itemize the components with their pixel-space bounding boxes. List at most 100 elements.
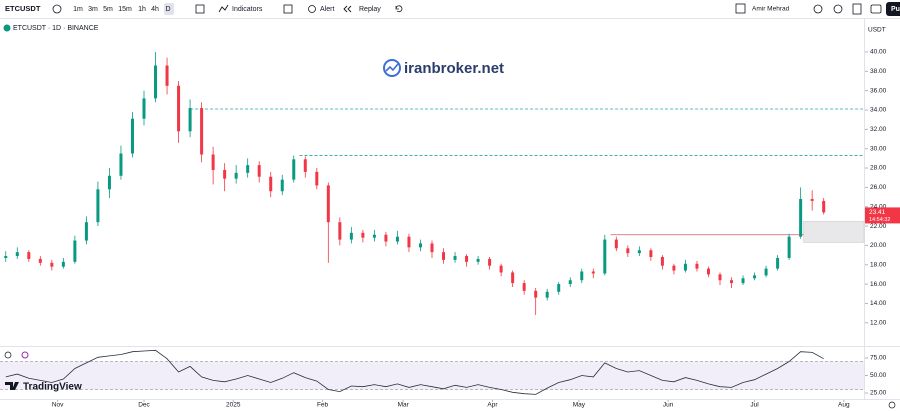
candle-body [522, 283, 526, 291]
zone-box [803, 220, 865, 243]
candle-body [603, 239, 607, 274]
interval-button[interactable]: 1h [138, 6, 146, 13]
publish-button-bg[interactable] [886, 2, 900, 16]
y-tick-label: 14.00 [870, 300, 887, 307]
candle-body [50, 262, 54, 267]
user-name[interactable]: Amir Mehrad [752, 6, 790, 13]
y-tick-label: 40.00 [870, 49, 887, 56]
candle-body [246, 165, 250, 173]
watermark: iranbroker.net [383, 59, 504, 77]
x-tick-label: Apr [487, 402, 498, 409]
candle-body [200, 108, 204, 155]
y-tick-label: 30.00 [870, 145, 887, 152]
candle-body [326, 185, 330, 223]
add-symbol[interactable] [52, 4, 62, 14]
chart-type-icon[interactable] [195, 4, 205, 14]
candle-body [84, 222, 88, 241]
candle-body [810, 198, 814, 201]
alert-button[interactable]: Alert [320, 6, 334, 13]
replay-button[interactable]: Replay [359, 6, 381, 13]
interval-button[interactable]: 5m [103, 6, 113, 13]
candle-body [234, 172, 238, 179]
toolbar [0, 0, 900, 18]
rsi-y-tick-label: 50.00 [870, 372, 887, 379]
brand: TradingView [5, 382, 82, 393]
y-tick-label: 16.00 [870, 281, 887, 288]
rsi-y-tick-label: 75.00 [870, 355, 887, 362]
interval-button[interactable]: 4h [151, 6, 159, 13]
candle-body [142, 98, 146, 119]
candle-body [511, 272, 515, 284]
axis-settings[interactable] [888, 401, 896, 409]
y-tick-label: 32.00 [870, 126, 887, 133]
candle-body [649, 250, 653, 257]
settings-icon[interactable] [833, 4, 843, 14]
countdown: 14:54:32 [869, 217, 890, 223]
y-tick-label: 24.00 [870, 203, 887, 210]
y-tick-label: 18.00 [870, 261, 887, 268]
candle-body [430, 243, 434, 253]
indicators-icon[interactable] [218, 4, 229, 13]
rsi-line [5, 349, 824, 395]
candle-body [395, 236, 399, 242]
legend-title: ETCUSDT · 1D · BINANCE [13, 25, 99, 32]
candle-body [418, 243, 422, 248]
layout-icon[interactable] [735, 3, 746, 14]
candle-body [626, 248, 630, 254]
active-interval-bg [164, 3, 174, 15]
rsi-band [0, 361, 864, 390]
x-tick-label: Jun [663, 402, 674, 409]
candle-body [154, 65, 158, 99]
candle-body [730, 280, 734, 284]
intervals: 1m 3m 5m 15m 1h 4h D [73, 6, 170, 13]
x-tick-label: 2025 [226, 402, 241, 409]
candle-body [580, 271, 584, 281]
x-tick-label: Mar [398, 402, 410, 409]
snapshot-icon[interactable] [870, 4, 882, 14]
replay-icon[interactable] [343, 5, 352, 13]
candle-body [61, 261, 65, 267]
candle-body [591, 271, 595, 274]
undo-icon[interactable] [395, 5, 403, 13]
pane-collapse[interactable] [4, 351, 12, 359]
candle-body [223, 169, 227, 179]
y-tick-label: 26.00 [870, 184, 887, 191]
candle-body [637, 250, 641, 254]
watermark-logo-arrow [385, 63, 399, 72]
candle-body [338, 222, 342, 240]
symbol-button[interactable]: ETCUSDT [5, 4, 41, 13]
alert-icon[interactable] [308, 5, 316, 13]
publish-button[interactable]: Pu [891, 6, 900, 13]
rsi-icon[interactable] [21, 351, 29, 359]
candle-body [384, 234, 388, 242]
candle-body [741, 278, 745, 284]
x-tick-label: Dec [138, 402, 150, 409]
candle-body [614, 239, 618, 249]
price-tag: 23.41 [869, 209, 886, 216]
watermark-logo [383, 59, 401, 77]
x-tick-label: Jul [750, 402, 759, 409]
candle-body [119, 153, 123, 176]
layouts-icon[interactable] [283, 4, 293, 14]
y-tick-label: 38.00 [870, 68, 887, 75]
candle-body [776, 257, 780, 269]
candle-body [568, 280, 572, 285]
interval-button[interactable]: 15m [118, 6, 132, 13]
interval-button[interactable]: 3m [88, 6, 98, 13]
search-icon[interactable] [813, 4, 823, 14]
y-tick-label: 12.00 [870, 319, 887, 326]
candle-body [407, 236, 411, 248]
interval-button[interactable]: D [165, 6, 170, 13]
currency-label: USDT [868, 27, 886, 34]
fullscreen-icon[interactable] [852, 3, 862, 15]
x-tick-label: Nov [52, 402, 64, 409]
watermark-text: iranbroker.net [404, 60, 504, 77]
interval-button[interactable]: 1m [73, 6, 83, 13]
candle-body [557, 284, 561, 292]
candle-body [38, 258, 42, 263]
x-tick-label: May [573, 402, 586, 409]
candle-body [465, 256, 469, 262]
indicators-button[interactable]: Indicators [232, 6, 263, 13]
candle-body [130, 118, 134, 154]
candle-body [292, 159, 296, 180]
